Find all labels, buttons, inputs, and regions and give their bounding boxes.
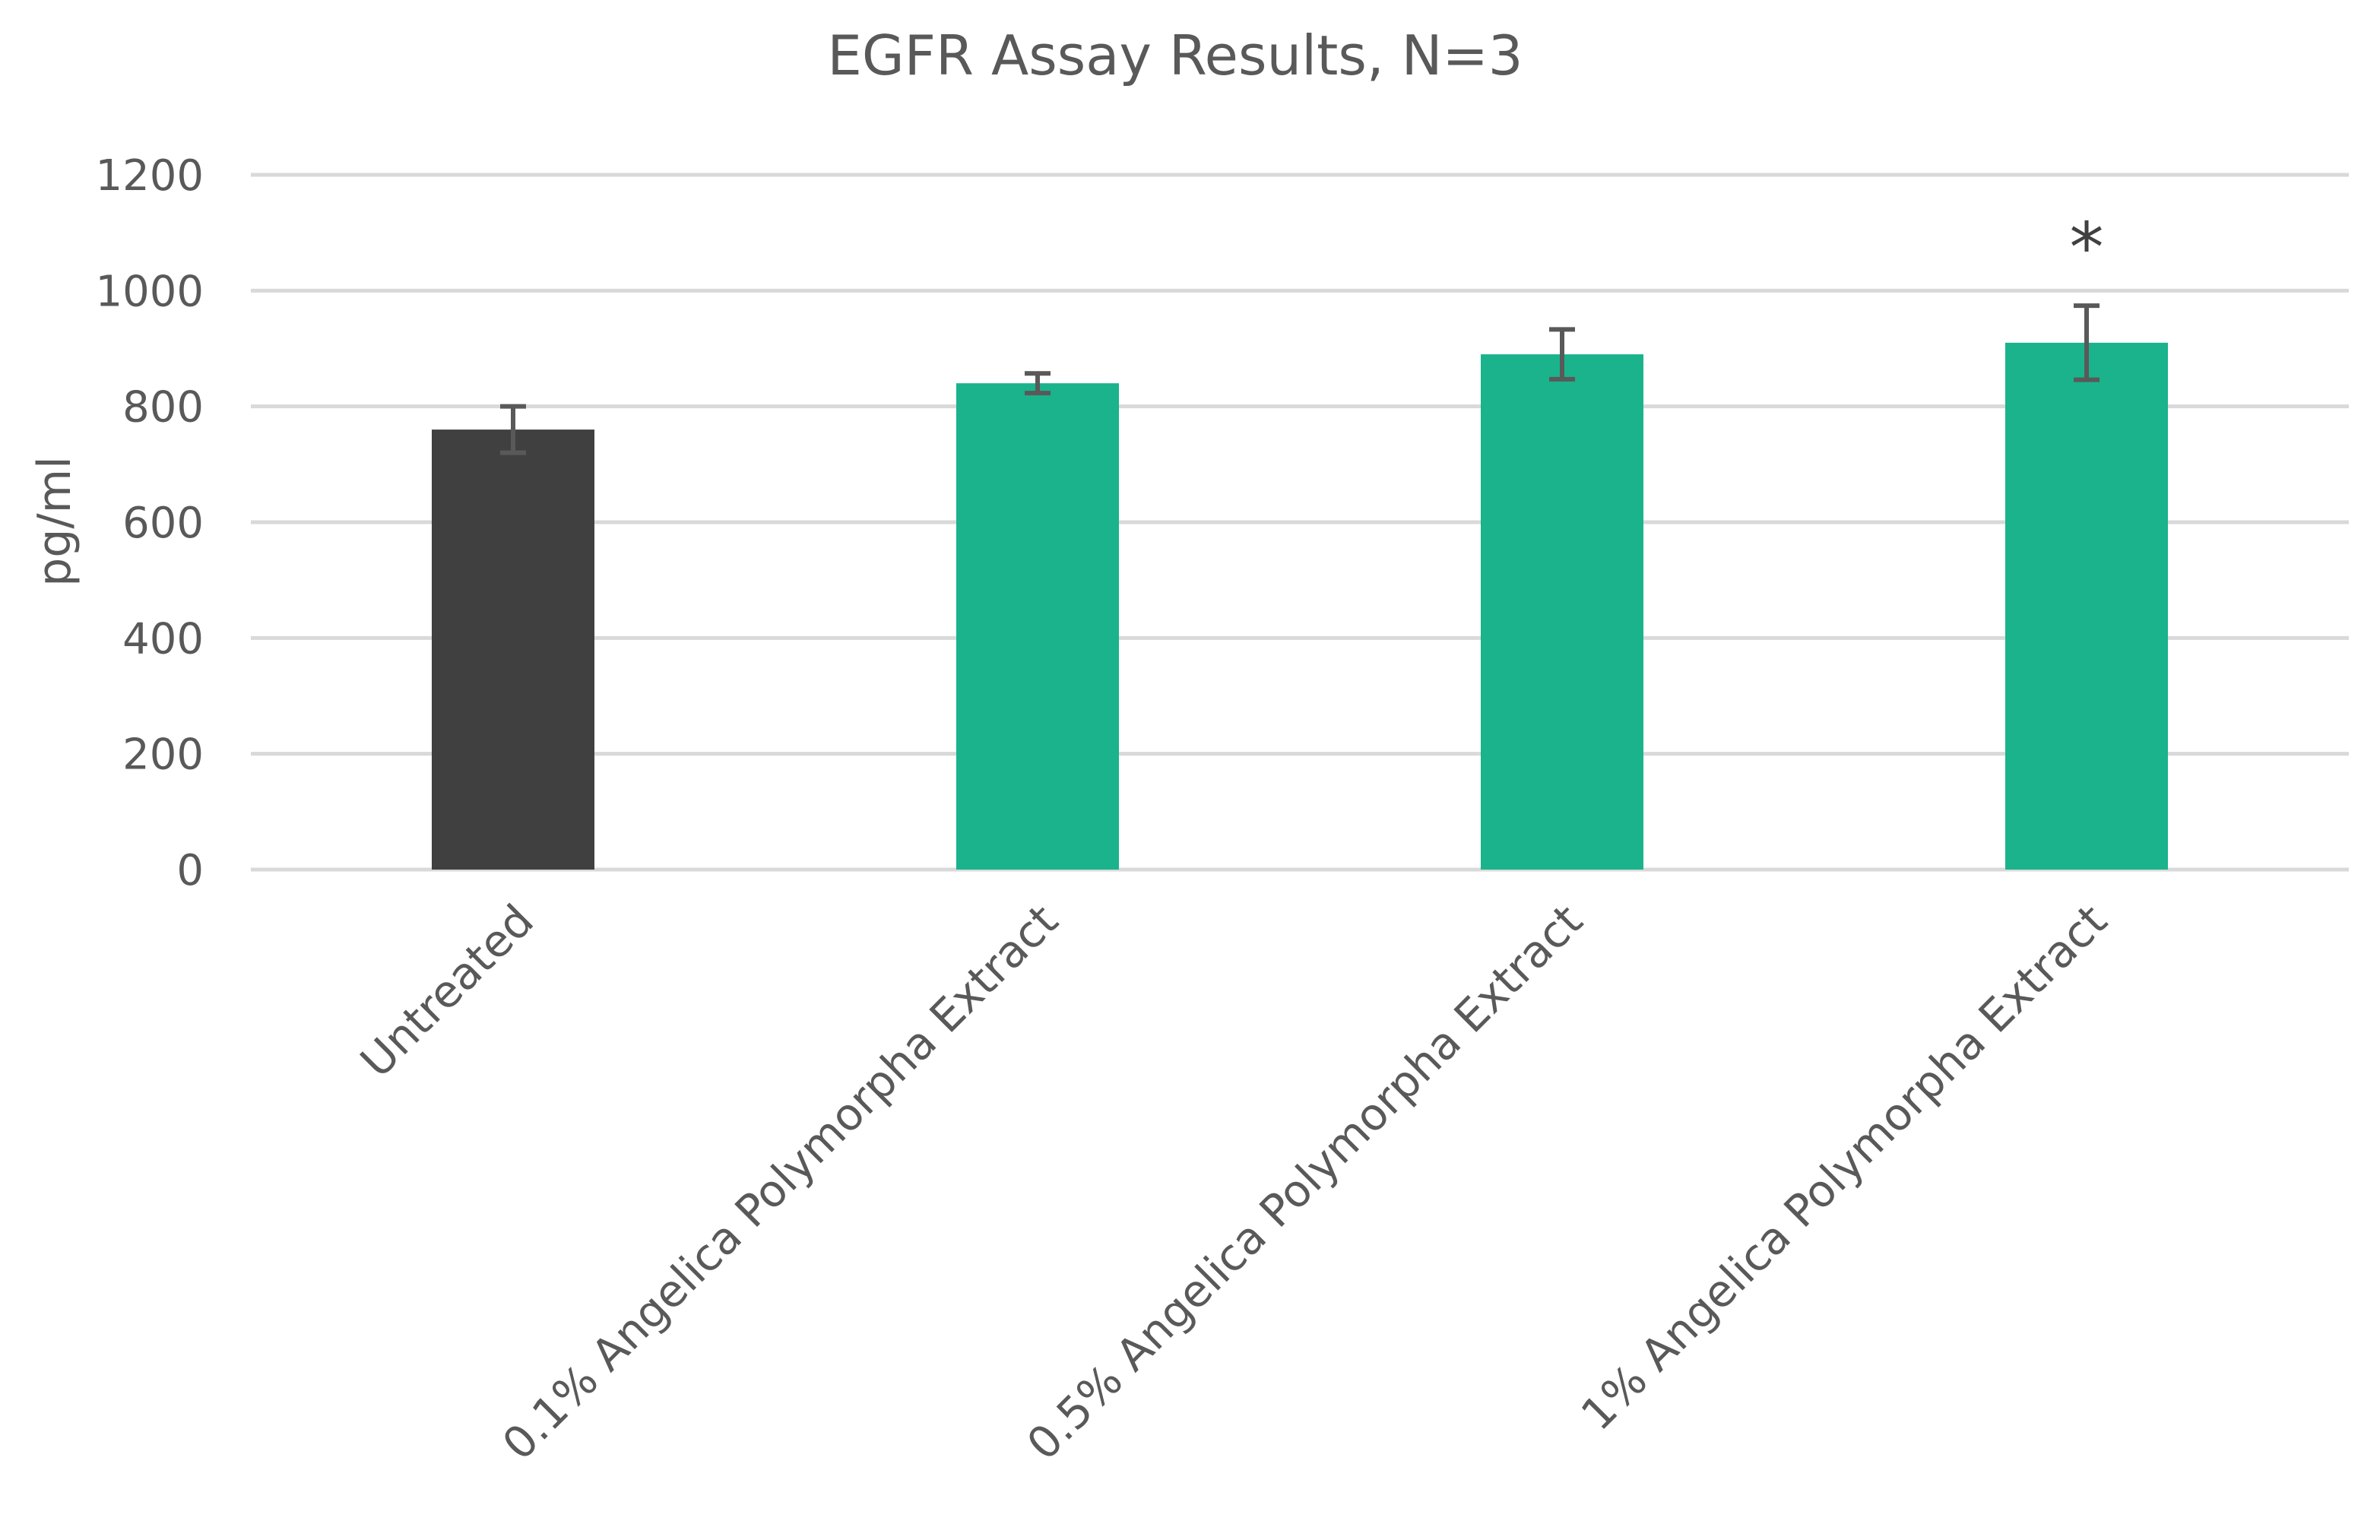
error-bar bbox=[500, 404, 526, 455]
y-axis-label: pg/ml bbox=[28, 456, 81, 587]
x-tick-label: Untreated bbox=[350, 895, 544, 1088]
bars bbox=[432, 342, 2168, 870]
error-bar bbox=[1025, 371, 1051, 396]
chart-title: EGFR Assay Results, N=3 bbox=[827, 24, 1523, 87]
x-tick-label: 0.1% Angelica Polymorpha Extract bbox=[493, 895, 1068, 1470]
annotations: * bbox=[2070, 208, 2104, 288]
y-tick-label: 400 bbox=[122, 614, 204, 664]
bar bbox=[956, 383, 1119, 870]
y-axis-ticks: 0 200 400 600 800 1000 1200 bbox=[95, 151, 204, 895]
bar bbox=[2005, 342, 2168, 870]
y-tick-label: 200 bbox=[122, 730, 204, 780]
y-tick-label: 1200 bbox=[95, 151, 204, 201]
x-tick-label: 1% Angelica Polymorpha Extract bbox=[1571, 895, 2117, 1440]
y-tick-label: 0 bbox=[176, 846, 204, 895]
error-bar bbox=[2074, 303, 2100, 382]
gridlines bbox=[251, 173, 2349, 872]
x-tick-label: 0.5% Angelica Polymorpha Extract bbox=[1017, 895, 1592, 1470]
error-bars bbox=[500, 303, 2100, 455]
error-bar bbox=[1549, 327, 1575, 382]
y-tick-label: 1000 bbox=[95, 267, 204, 316]
significance-marker: * bbox=[2070, 208, 2104, 288]
y-tick-label: 800 bbox=[122, 383, 204, 433]
bar bbox=[432, 429, 594, 870]
y-tick-label: 600 bbox=[122, 499, 204, 548]
bar bbox=[1481, 354, 1643, 870]
